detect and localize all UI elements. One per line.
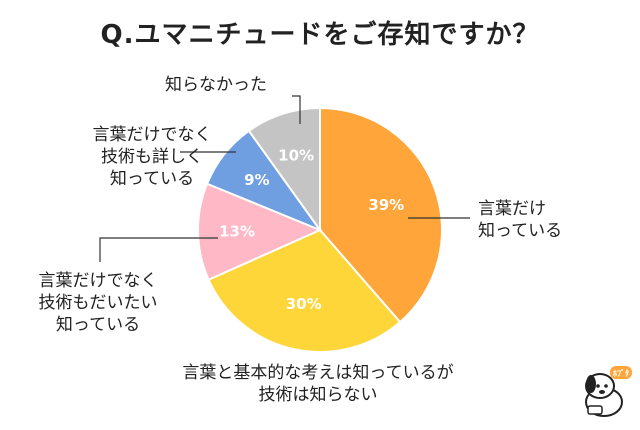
slice-category-label-2: 言葉だけでなく技術もだいたい知っている (39, 271, 158, 335)
slice-category-label-3: 言葉だけでなく技術も詳しく知っている (93, 125, 212, 189)
slice-value-label-4: 10% (278, 147, 314, 165)
dog-mascot-icon: ﾎﾌﾟﾀ (585, 366, 632, 417)
leader-line-4 (292, 95, 301, 124)
leader-line-2 (99, 237, 218, 262)
slice-category-label-4: 知らなかった (165, 75, 267, 95)
chart-title: Q.ユマニチュードをご存知ですか？ (100, 20, 540, 50)
slice-category-label-0: 言葉だけ知っている (478, 199, 562, 241)
slice-value-label-2: 13% (219, 222, 255, 240)
slice-category-label-1: 言葉と基本的な考えは知っているが技術は知らない (182, 363, 453, 405)
slice-value-label-3: 9% (244, 171, 269, 189)
pie-slice-1 (207, 228, 402, 353)
pie-slice-0 (319, 106, 443, 324)
pie-slice-4 (247, 106, 321, 234)
mascot-badge-text: ﾎﾌﾟﾀ (613, 368, 629, 378)
pie-slice-2 (197, 182, 323, 282)
slice-value-label-1: 30% (286, 295, 322, 313)
slice-value-label-0: 39% (368, 196, 404, 214)
